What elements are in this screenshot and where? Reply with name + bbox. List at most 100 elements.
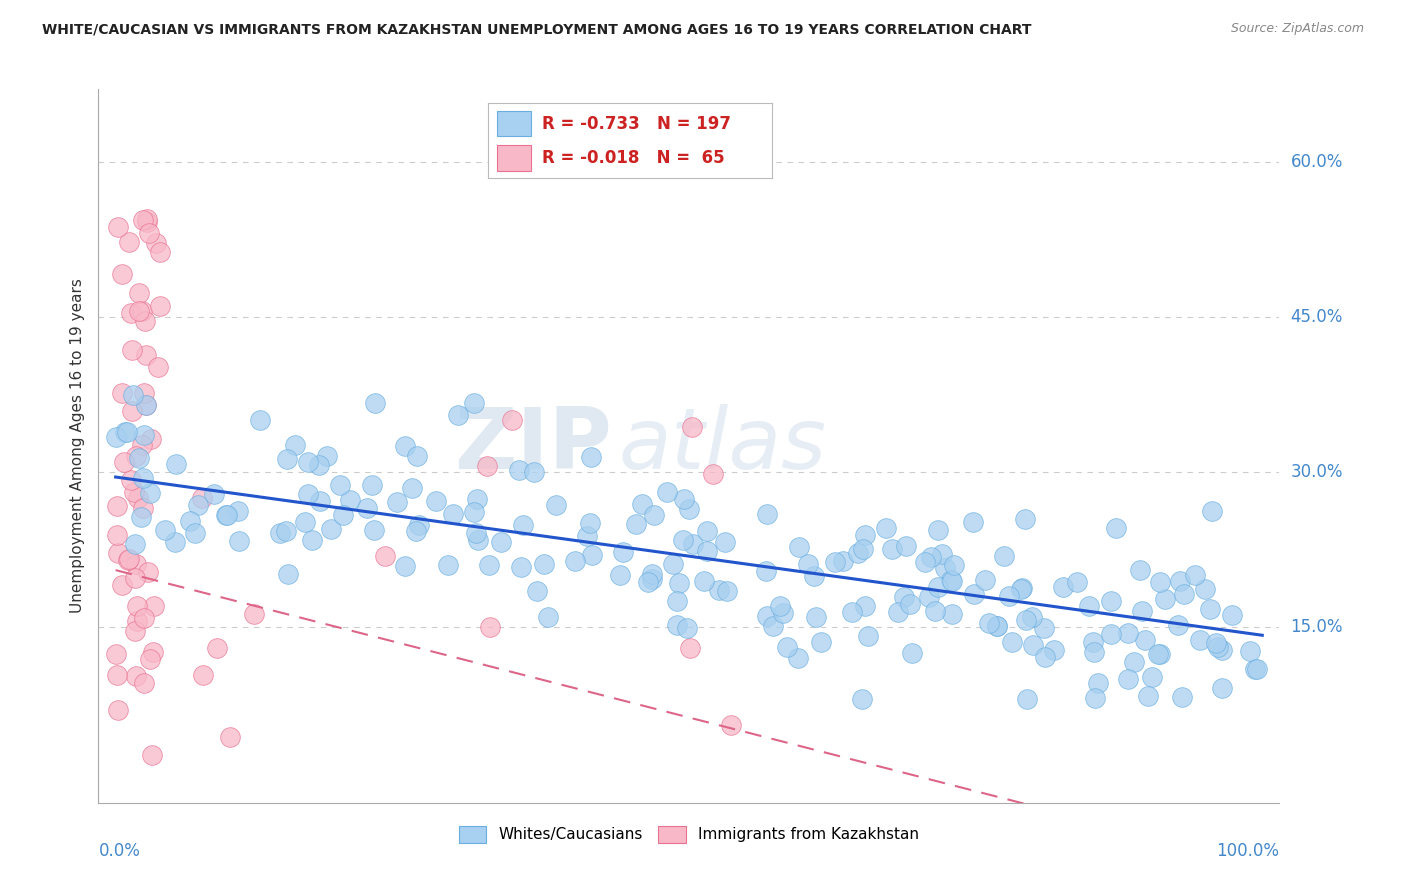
Point xyxy=(122,485,145,500)
Point xyxy=(107,703,129,717)
Point xyxy=(226,504,249,518)
Point xyxy=(111,268,134,282)
Point xyxy=(920,549,942,564)
Point xyxy=(846,546,869,560)
Point xyxy=(1116,626,1139,640)
Point xyxy=(716,583,738,598)
Point xyxy=(655,485,678,500)
Point xyxy=(979,615,1001,630)
Point xyxy=(696,544,718,558)
Point xyxy=(643,508,665,522)
Point xyxy=(104,647,127,661)
Point xyxy=(463,395,485,409)
Legend: Whites/Caucasians, Immigrants from Kazakhstan: Whites/Caucasians, Immigrants from Kazak… xyxy=(453,820,925,848)
Point xyxy=(852,541,875,556)
Point xyxy=(249,413,271,427)
Point xyxy=(124,669,146,683)
Point xyxy=(1199,601,1222,615)
Text: 100.0%: 100.0% xyxy=(1216,842,1279,860)
Point xyxy=(128,451,150,466)
Point xyxy=(631,497,654,511)
Point xyxy=(107,219,129,234)
Point xyxy=(1099,627,1122,641)
Point xyxy=(128,286,150,301)
Point xyxy=(1167,618,1189,632)
Point xyxy=(205,640,228,655)
Point xyxy=(1188,633,1211,648)
Point xyxy=(787,651,810,665)
Point xyxy=(132,212,155,227)
Point xyxy=(135,398,157,412)
Point xyxy=(149,299,172,313)
Point xyxy=(986,619,1008,633)
Point xyxy=(125,558,148,572)
Point xyxy=(810,634,832,648)
Point xyxy=(1021,610,1043,624)
Point xyxy=(1201,504,1223,518)
Point xyxy=(1083,645,1105,659)
Point xyxy=(1173,587,1195,601)
Point xyxy=(277,567,299,582)
Point xyxy=(894,540,917,554)
Point xyxy=(1077,599,1099,613)
Point xyxy=(914,555,936,569)
Point xyxy=(1011,581,1033,595)
Point xyxy=(875,521,897,535)
Point xyxy=(131,437,153,451)
Point xyxy=(702,467,724,481)
Point xyxy=(1205,636,1227,650)
Point xyxy=(678,641,700,656)
Point xyxy=(804,609,827,624)
Text: 45.0%: 45.0% xyxy=(1291,308,1343,326)
Point xyxy=(772,606,794,620)
Point xyxy=(165,457,187,471)
Point xyxy=(755,564,778,578)
Point xyxy=(276,524,298,538)
Point xyxy=(775,640,797,654)
Text: atlas: atlas xyxy=(619,404,827,488)
Point xyxy=(131,500,153,515)
Point xyxy=(1084,691,1107,706)
Point xyxy=(111,386,134,401)
Point xyxy=(276,451,298,466)
Point xyxy=(408,518,430,533)
Point xyxy=(1149,575,1171,590)
Point xyxy=(301,533,323,548)
Point xyxy=(297,455,319,469)
Point xyxy=(107,528,129,542)
Point xyxy=(533,557,555,571)
Point xyxy=(437,558,460,572)
Text: Source: ZipAtlas.com: Source: ZipAtlas.com xyxy=(1230,22,1364,36)
Point xyxy=(148,359,170,374)
Point xyxy=(1105,521,1128,535)
Point xyxy=(526,584,548,599)
Point xyxy=(501,412,523,426)
Point xyxy=(179,514,201,528)
Point xyxy=(676,622,699,636)
Point xyxy=(479,620,502,634)
Point xyxy=(242,607,264,622)
Point xyxy=(789,540,811,554)
Point xyxy=(132,471,155,485)
Point xyxy=(887,605,910,619)
Point xyxy=(187,498,209,512)
Point xyxy=(132,676,155,690)
Point xyxy=(576,529,599,543)
Point xyxy=(138,226,160,240)
Point xyxy=(294,515,316,529)
Point xyxy=(672,533,695,547)
Point xyxy=(668,575,690,590)
Point xyxy=(1099,593,1122,607)
Point xyxy=(1087,676,1109,690)
Point xyxy=(124,571,146,585)
Point xyxy=(149,244,172,259)
Point xyxy=(993,549,1015,563)
Point xyxy=(522,465,544,479)
Point xyxy=(510,560,533,574)
Point xyxy=(693,574,716,588)
Point xyxy=(1033,650,1056,665)
Point xyxy=(931,547,953,561)
Point xyxy=(1130,604,1153,618)
Point xyxy=(190,491,212,506)
Point xyxy=(1168,574,1191,588)
